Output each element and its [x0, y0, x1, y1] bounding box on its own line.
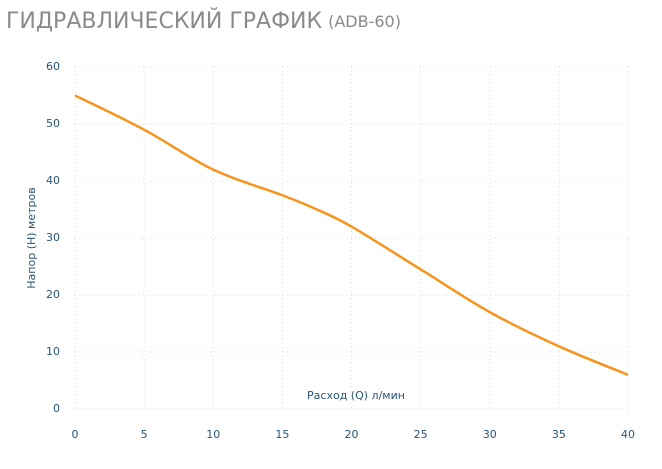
y-tick-label: 0: [53, 402, 60, 415]
y-tick-label: 30: [46, 231, 60, 244]
x-tick-label: 30: [483, 428, 497, 441]
y-axis-label: Напор (H) метров: [25, 187, 38, 288]
x-tick-label: 20: [345, 428, 359, 441]
y-tick-label: 10: [46, 345, 60, 358]
title: ГИДРАВЛИЧЕСКИЙ ГРАФИК: [6, 8, 322, 34]
line: [74, 94, 629, 376]
y-tick-label: 60: [46, 60, 60, 73]
chart-title: ГИДРАВЛИЧЕСКИЙ ГРАФИК (ADB-60): [6, 8, 401, 34]
x-tick-label: 15: [275, 428, 289, 441]
x-tick-label: 40: [621, 428, 635, 441]
x-tick-label: 35: [552, 428, 566, 441]
x-tick-label: 10: [206, 428, 220, 441]
subtitle: (ADB-60): [328, 12, 401, 31]
y-tick-label: 50: [46, 117, 60, 130]
x-tick-label: 5: [141, 428, 148, 441]
y-tick-label: 40: [46, 174, 60, 187]
y-tick-label: 20: [46, 288, 60, 301]
x-tick-label: 0: [72, 428, 79, 441]
x-tick-label: 25: [414, 428, 428, 441]
x-axis-label: Расход (Q) л/мин: [307, 389, 405, 402]
